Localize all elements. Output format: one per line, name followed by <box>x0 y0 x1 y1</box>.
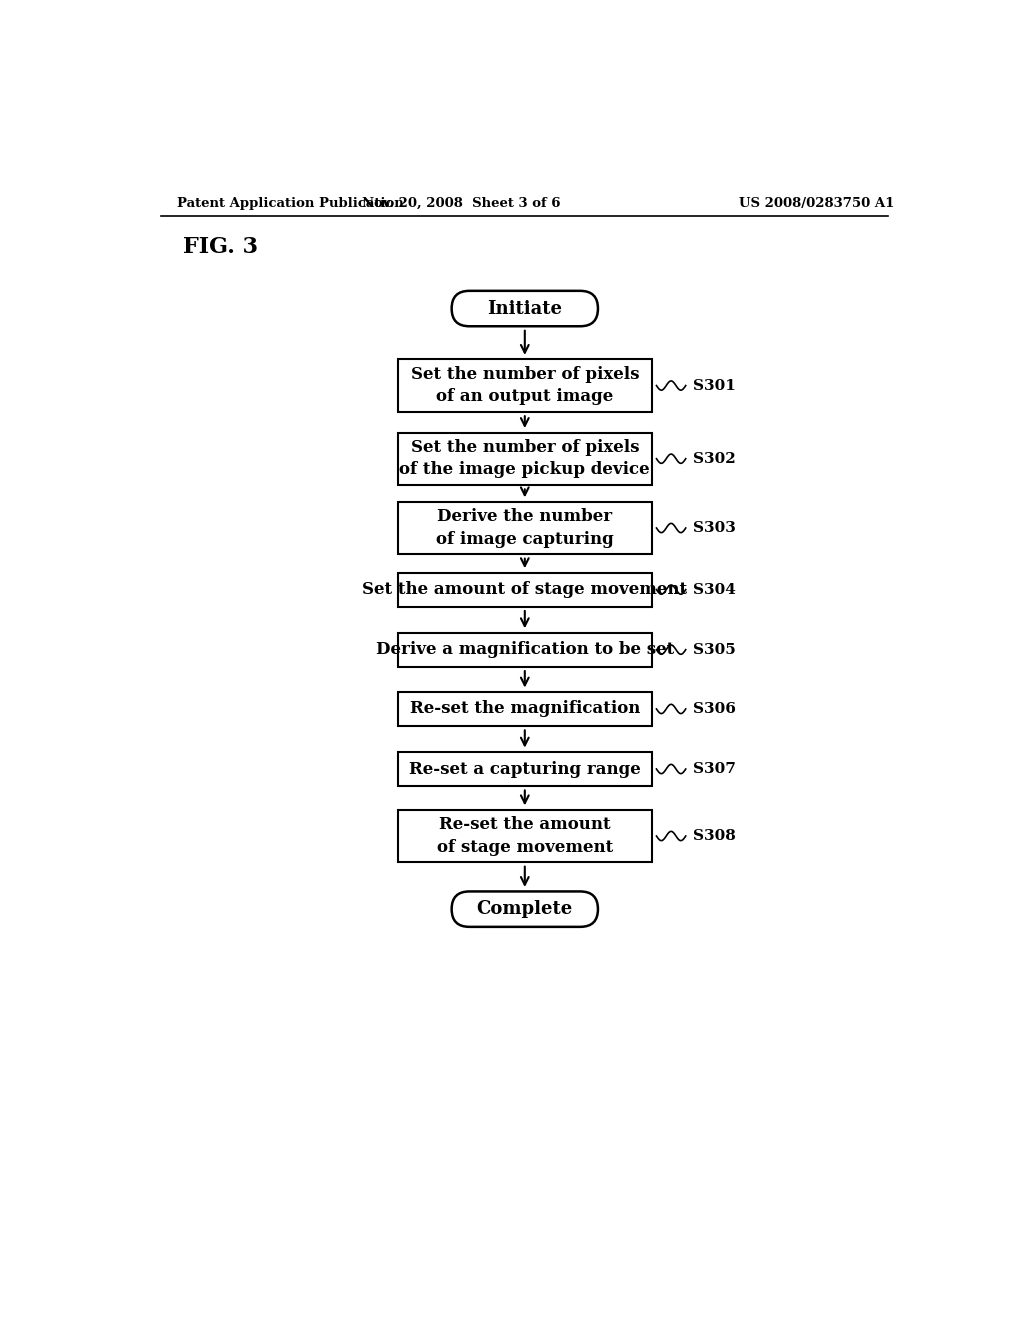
FancyBboxPatch shape <box>397 810 652 862</box>
Text: FIG. 3: FIG. 3 <box>183 236 258 257</box>
Text: Set the amount of stage movement: Set the amount of stage movement <box>362 581 687 598</box>
FancyBboxPatch shape <box>397 573 652 607</box>
FancyBboxPatch shape <box>397 632 652 667</box>
Text: S306: S306 <box>693 702 736 715</box>
Text: Re-set a capturing range: Re-set a capturing range <box>409 760 641 777</box>
Text: S303: S303 <box>693 521 736 535</box>
Text: Derive the number
of image capturing: Derive the number of image capturing <box>436 508 613 548</box>
FancyBboxPatch shape <box>452 290 598 326</box>
Text: Set the number of pixels
of an output image: Set the number of pixels of an output im… <box>411 366 639 405</box>
Text: S301: S301 <box>693 379 736 392</box>
Text: Derive a magnification to be set: Derive a magnification to be set <box>376 642 674 659</box>
FancyBboxPatch shape <box>397 359 652 412</box>
Text: S302: S302 <box>693 451 736 466</box>
Text: Patent Application Publication: Patent Application Publication <box>177 197 403 210</box>
Text: S307: S307 <box>693 762 736 776</box>
Text: Set the number of pixels
of the image pickup device: Set the number of pixels of the image pi… <box>399 440 650 478</box>
Text: Nov. 20, 2008  Sheet 3 of 6: Nov. 20, 2008 Sheet 3 of 6 <box>362 197 561 210</box>
FancyBboxPatch shape <box>397 752 652 785</box>
FancyBboxPatch shape <box>397 692 652 726</box>
FancyBboxPatch shape <box>397 502 652 554</box>
Text: US 2008/0283750 A1: US 2008/0283750 A1 <box>739 197 894 210</box>
FancyBboxPatch shape <box>452 891 598 927</box>
Text: Re-set the amount
of stage movement: Re-set the amount of stage movement <box>436 816 613 855</box>
Text: Initiate: Initiate <box>487 300 562 318</box>
Text: S305: S305 <box>693 643 736 656</box>
FancyBboxPatch shape <box>397 433 652 484</box>
Text: S308: S308 <box>693 829 736 843</box>
Text: Re-set the magnification: Re-set the magnification <box>410 701 640 718</box>
Text: S304: S304 <box>693 582 736 597</box>
Text: Complete: Complete <box>477 900 572 919</box>
